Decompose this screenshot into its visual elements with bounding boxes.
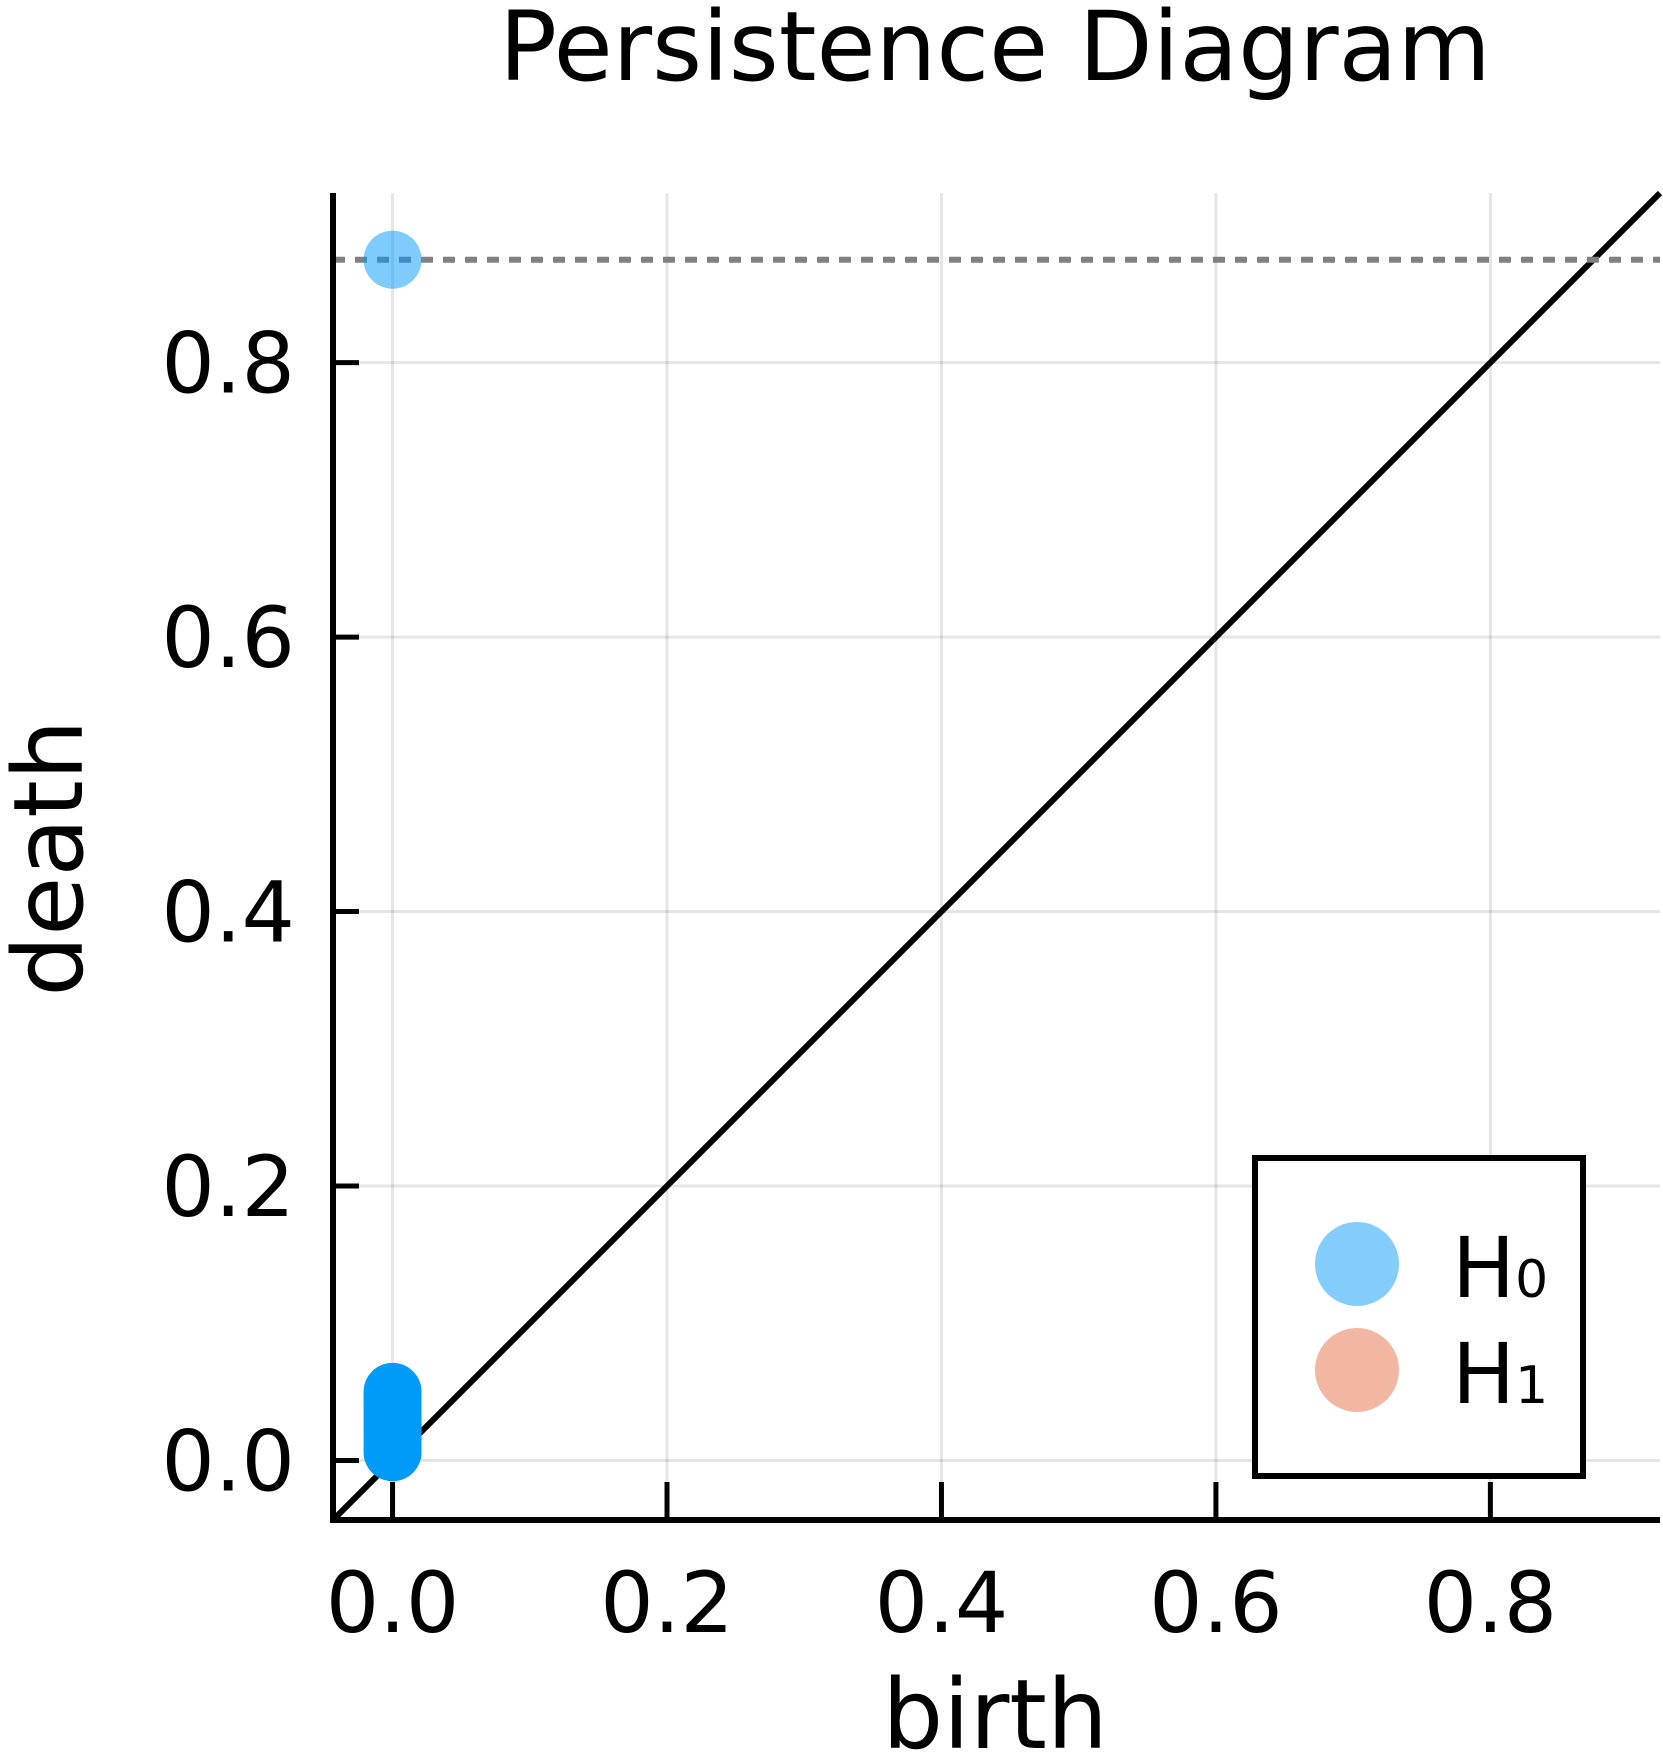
- chart-title: Persistence Diagram: [499, 0, 1491, 103]
- diagonal-line: [330, 190, 1663, 1523]
- grid-lines: [333, 193, 1660, 1520]
- x-tick-label-2: 0.4: [875, 1554, 1009, 1652]
- x-tick-label-4: 0.8: [1424, 1554, 1558, 1652]
- axes: [330, 193, 1660, 1523]
- ticks: 0.0 0.2 0.4 0.6 0.8 0.0 0.2 0.4 0.6 0.8: [161, 315, 1557, 1652]
- legend-box: [1252, 1155, 1586, 1479]
- data-points: [363, 230, 422, 1482]
- legend-label-h1: H1: [1452, 1325, 1548, 1423]
- y-tick-label-4: 0.8: [161, 315, 295, 413]
- x-tick-label-1: 0.2: [600, 1554, 734, 1652]
- y-axis-label: death: [0, 719, 105, 996]
- y-tick-label-1: 0.2: [161, 1138, 295, 1236]
- x-tick-label-3: 0.6: [1149, 1554, 1283, 1652]
- y-tick-label-3: 0.6: [161, 589, 295, 687]
- legend-swatch-h1: [1315, 1328, 1399, 1412]
- y-tick-label-0: 0.0: [161, 1412, 295, 1510]
- reference-lines: [330, 190, 1663, 1523]
- y-tick-label-2: 0.4: [161, 864, 295, 962]
- legend: H0 H1: [1252, 1155, 1586, 1479]
- x-tick-label-0: 0.0: [326, 1554, 460, 1652]
- point-h0-0: [363, 230, 422, 289]
- x-axis-label: birth: [882, 1659, 1108, 1764]
- point-h0-12: [363, 1423, 422, 1482]
- legend-label-h0: H0: [1452, 1219, 1548, 1317]
- legend-swatch-h0: [1315, 1222, 1399, 1306]
